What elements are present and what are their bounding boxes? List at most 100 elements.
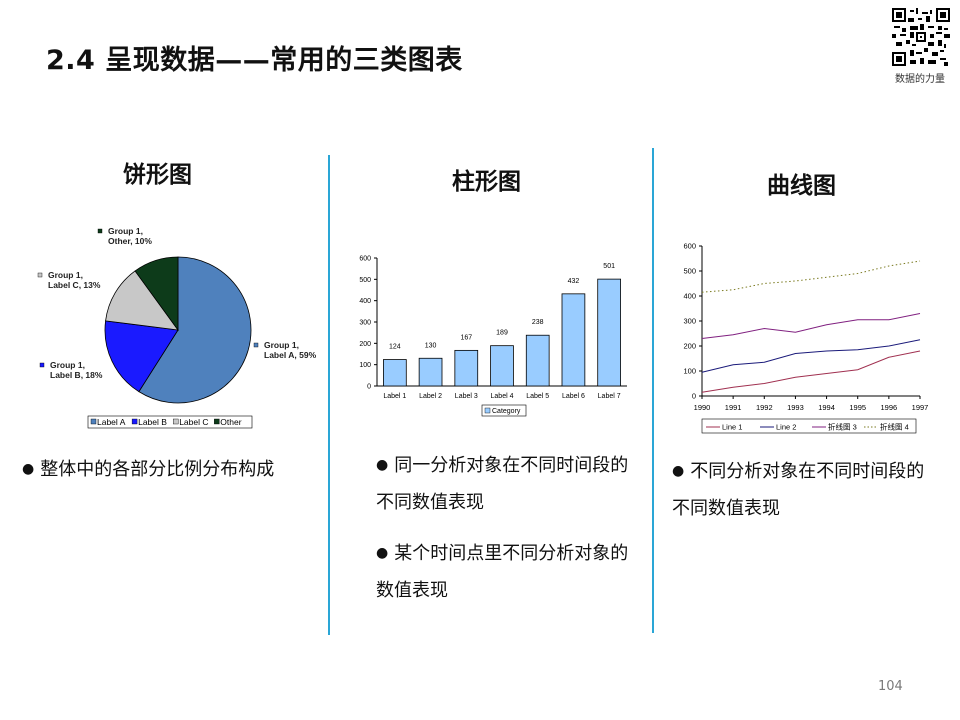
pie-slice-label-b xyxy=(104,320,179,393)
bar-value-label: 130 xyxy=(425,342,437,349)
bar-legend-swatch xyxy=(484,407,491,414)
pie-legend-label: Label B xyxy=(138,417,167,427)
bar-value-label: 189 xyxy=(496,330,508,337)
pie-legend-label: Other xyxy=(220,417,241,427)
pie-slice-label: Label C, 13% xyxy=(48,280,101,290)
bar-y-tick-label: 0 xyxy=(367,384,371,391)
pie-label-marker xyxy=(39,362,45,368)
qr-caption: 数据的力量 xyxy=(895,74,945,85)
bar-x-label: Label 7 xyxy=(598,393,621,400)
bullet-line-1: ● 不同分析对象在不同时间段的不同数值表现 xyxy=(672,454,934,527)
pie-slice-label: Group 1, xyxy=(108,226,143,236)
bar xyxy=(525,334,550,387)
bar-value-label: 501 xyxy=(603,263,615,270)
bar-x-label: Label 3 xyxy=(455,393,478,400)
column-divider-left xyxy=(328,155,330,635)
pie-legend-swatch xyxy=(172,418,179,425)
pie-slice-label: Group 1, xyxy=(50,360,85,370)
bar-value-label: 238 xyxy=(532,319,544,326)
bar-chart: 0 100 200 300 400 500 600 124 130 167 189 238 432 50… xyxy=(359,256,627,417)
slide-title: 2.4 呈现数据——常用的三类图表 xyxy=(46,45,463,76)
line-y-tick-label: 400 xyxy=(683,292,696,301)
heading-bar: 柱形图 xyxy=(452,169,521,195)
bullet-bar-1: ● 同一分析对象在不同时间段的不同数值表现 xyxy=(376,448,638,521)
line-x-tick-label: 1990 xyxy=(694,403,711,412)
bullet-pie-1: ● 整体中的各部分比例分布构成 xyxy=(22,452,322,489)
pie-slice-label-c xyxy=(105,270,179,331)
qr-code-icon xyxy=(892,8,950,66)
line-chart: 0 100 200 300 400 500 600 1990 1991 1992 1993 1994… xyxy=(683,242,929,434)
bullet-dot-icon: ● xyxy=(376,457,389,473)
line-legend-box xyxy=(701,418,917,434)
bar xyxy=(561,293,586,387)
line-y-tick-label: 0 xyxy=(692,392,696,401)
bullet-text: 某个时间点里不同分析对象的数值表现 xyxy=(376,543,629,601)
bar-y-tick-label: 400 xyxy=(359,298,371,305)
line-legend-label: Line 1 xyxy=(722,423,742,432)
pie-label-marker xyxy=(97,228,103,234)
line-x-tick-label: 1997 xyxy=(912,403,929,412)
line-legend-label: 折线图 4 xyxy=(880,422,909,432)
line-x-tick-label: 1992 xyxy=(756,403,773,412)
pie-slice-label: Label B, 18% xyxy=(50,370,103,380)
bar-legend-box xyxy=(481,404,527,417)
bar xyxy=(418,357,443,387)
bar-value-label: 124 xyxy=(389,344,401,351)
bullet-bar-2: ● 某个时间点里不同分析对象的数值表现 xyxy=(376,536,638,609)
line-x-tick-label: 1995 xyxy=(849,403,866,412)
bar xyxy=(490,345,514,387)
pie-legend-box xyxy=(87,415,253,429)
page-number: 104 xyxy=(878,679,903,694)
line-legend-label: Line 2 xyxy=(776,423,796,432)
pie-slice-label: Group 1, xyxy=(264,340,299,350)
bar-legend-label: Category xyxy=(492,408,521,415)
line-legend-label: 折线图 3 xyxy=(828,422,857,432)
pie-slice-other xyxy=(134,256,179,332)
line-x-tick-label: 1993 xyxy=(787,403,804,412)
pie-slice-label-a xyxy=(138,256,252,404)
pie-legend-swatch xyxy=(214,418,220,425)
bar-x-label: Label 6 xyxy=(562,393,585,400)
bar-y-tick-label: 300 xyxy=(359,320,371,327)
pie-slice-label: Other, 10% xyxy=(108,236,152,246)
bar-x-label: Label 5 xyxy=(526,393,549,400)
bar-value-label: 167 xyxy=(460,334,472,341)
bullet-text: 不同分析对象在不同时间段的不同数值表现 xyxy=(672,461,925,519)
line-y-tick-label: 500 xyxy=(683,267,696,276)
line-x-tick-label: 1996 xyxy=(881,403,898,412)
bar-y-tick-label: 500 xyxy=(359,277,371,284)
pie-label-marker xyxy=(253,342,259,348)
line-series-4 xyxy=(701,260,921,293)
pie-chart: Group 1,Label A, 59%Group 1,Label B, 18%… xyxy=(37,226,317,429)
bullet-dot-icon: ● xyxy=(22,461,35,477)
bullet-text: 同一分析对象在不同时间段的不同数值表现 xyxy=(376,455,629,513)
pie-legend-swatch xyxy=(131,418,138,425)
column-divider-right xyxy=(652,148,654,633)
line-series-3 xyxy=(701,313,921,339)
bar-x-label: Label 2 xyxy=(419,393,442,400)
bar-x-label: Label 4 xyxy=(491,393,514,400)
bar-y-tick-label: 200 xyxy=(359,341,371,348)
pie-slice-label: Group 1, xyxy=(48,270,83,280)
bullet-text: 整体中的各部分比例分布构成 xyxy=(40,459,275,480)
line-y-tick-label: 300 xyxy=(683,317,696,326)
heading-pie: 饼形图 xyxy=(123,162,192,188)
bullet-dot-icon: ● xyxy=(672,463,685,479)
bar xyxy=(454,349,479,387)
pie-legend-label: Label A xyxy=(97,417,126,427)
bullet-dot-icon: ● xyxy=(376,545,389,561)
bar-x-label: Label 1 xyxy=(383,393,406,400)
pie-legend-label: Label C xyxy=(179,417,208,427)
bar xyxy=(597,278,621,387)
pie-slice-label: Label A, 59% xyxy=(264,350,317,360)
heading-line: 曲线图 xyxy=(767,173,836,199)
bar xyxy=(383,359,407,387)
pie-legend-swatch xyxy=(90,418,97,425)
line-y-tick-label: 600 xyxy=(683,242,696,251)
line-x-tick-label: 1994 xyxy=(818,403,835,412)
line-x-tick-label: 1991 xyxy=(725,403,742,412)
line-series-1 xyxy=(701,350,921,393)
line-series-2 xyxy=(701,339,921,373)
bar-y-tick-label: 100 xyxy=(359,362,371,369)
bar-y-tick-label: 600 xyxy=(359,256,371,263)
